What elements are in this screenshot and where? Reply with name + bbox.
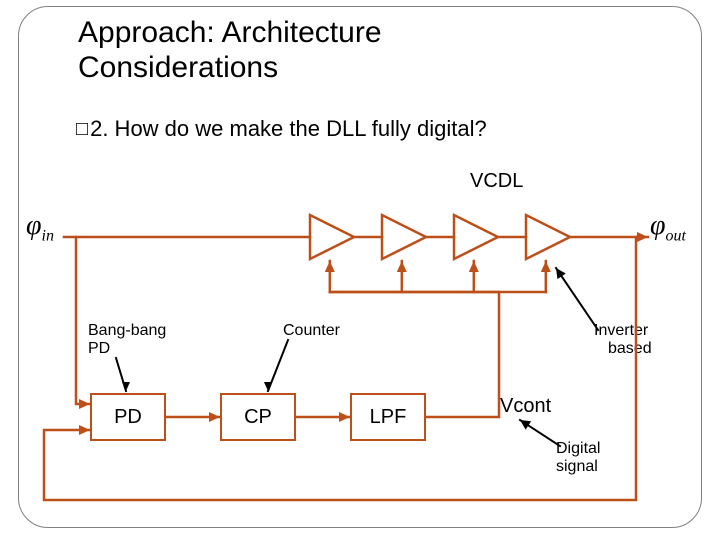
pd-block: PD [90,393,166,441]
bullet-row: □2. How do we make the DLL fully digital… [76,116,487,142]
lpf-block-label: LPF [370,406,407,429]
phi-in-symbol: φin [26,210,54,246]
signal-label: signal [556,458,598,476]
counter-label: Counter [283,322,340,340]
pd-block-label: PD [114,406,142,429]
title-line1: Approach: Architecture [78,16,382,49]
based-label: based [608,340,652,358]
slide-root: Approach: Architecture Considerations □2… [0,0,720,540]
bullet-marker: □ [76,118,88,140]
lpf-block: LPF [350,393,426,441]
vcont-label: Vcont [500,395,551,418]
cp-block-label: CP [244,406,272,429]
vcdl-label: VCDL [470,170,523,193]
cp-block: CP [220,393,296,441]
bangbang-pd-label: PD [88,340,110,358]
digital-label: Digital [556,440,600,458]
bangbang-label: Bang-bang [88,322,166,340]
phi-out-symbol: φout [650,210,686,246]
title-line2: Considerations [78,51,278,84]
slide-title: Approach: Architecture Considerations [78,16,382,85]
bullet-text: 2. How do we make the DLL fully digital? [90,116,487,141]
inverter-label: Inverter [594,322,648,340]
